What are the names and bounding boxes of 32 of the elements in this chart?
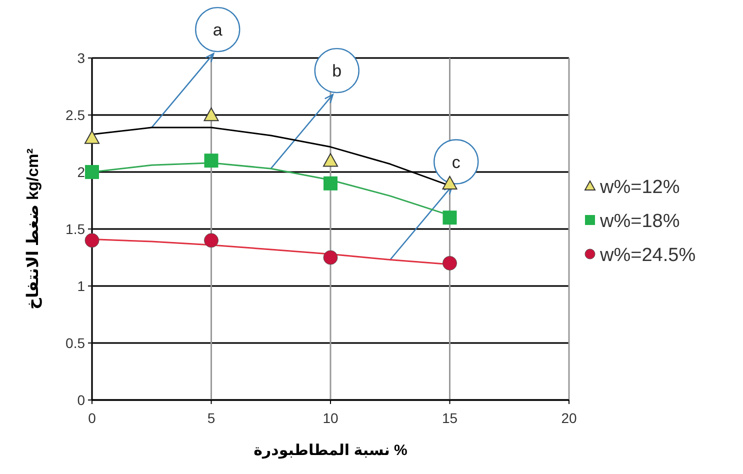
point xyxy=(204,154,218,168)
y-axis-title: ضغط الانتفاخ kg/cm² xyxy=(25,148,42,310)
annotation: b xyxy=(332,62,342,81)
point xyxy=(84,130,100,144)
x-tick-label: 0 xyxy=(88,410,96,426)
point xyxy=(324,176,338,190)
point xyxy=(204,108,219,122)
x-axis-title: نسبة المطاطبودرة % xyxy=(254,442,408,459)
point xyxy=(85,165,99,179)
y-tick-label: 2 xyxy=(77,164,86,180)
point xyxy=(442,256,457,270)
y-tick-label: 1.5 xyxy=(66,221,86,237)
point xyxy=(204,233,218,248)
point xyxy=(323,153,338,167)
y-tick-label: 3 xyxy=(77,50,86,66)
x-tick-label: 20 xyxy=(561,410,577,426)
x-tick-label: 5 xyxy=(207,410,216,426)
legend-label: w%=18% xyxy=(599,211,680,232)
y-tick-label: 2.5 xyxy=(66,107,86,123)
x-tick-label: 10 xyxy=(322,410,338,426)
point xyxy=(323,250,338,265)
point xyxy=(84,233,100,248)
legend-label: w%=24.5% xyxy=(599,245,696,266)
annotation: a xyxy=(212,20,223,40)
annotation: c xyxy=(452,152,461,172)
y-tick-label: 1 xyxy=(77,278,86,294)
legend-label: w%=12% xyxy=(599,177,680,198)
point xyxy=(442,176,458,190)
point xyxy=(442,210,457,225)
y-tick-label: 0.5 xyxy=(66,335,86,351)
x-tick-label: 15 xyxy=(442,410,458,426)
y-tick-label: 0 xyxy=(77,392,86,408)
